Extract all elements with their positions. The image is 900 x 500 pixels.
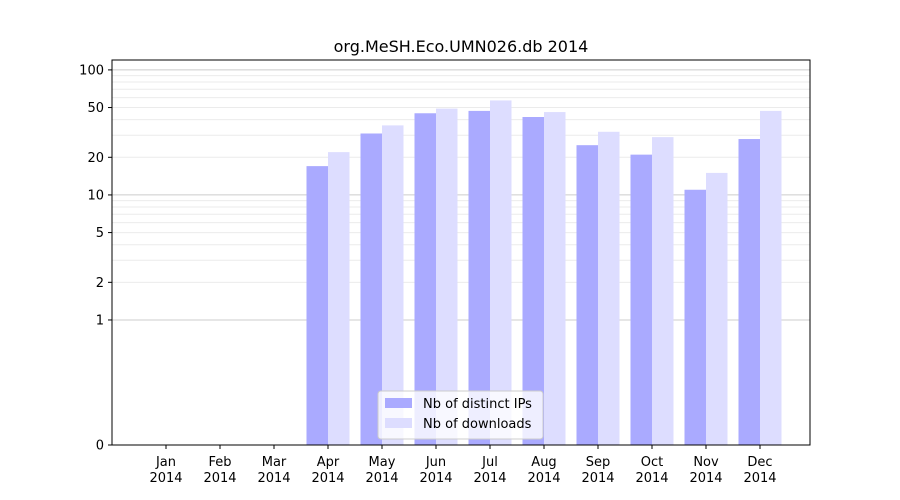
bar-distinct-ips xyxy=(684,189,706,445)
chart-title: org.MeSH.Eco.UMN026.db 2014 xyxy=(334,37,589,56)
x-tick-label-year: 2014 xyxy=(257,471,290,486)
legend-label: Nb of distinct IPs xyxy=(423,397,532,412)
x-tick-label-month: Jan xyxy=(155,455,176,470)
x-tick-label-month: Jun xyxy=(425,455,446,470)
bar-distinct-ips xyxy=(630,154,652,446)
x-tick-label-month: Mar xyxy=(262,455,287,470)
x-tick-label-year: 2014 xyxy=(689,471,722,486)
x-tick-label-month: Dec xyxy=(747,455,772,470)
bar-distinct-ips xyxy=(306,166,328,445)
x-tick-label-year: 2014 xyxy=(419,471,452,486)
x-tick-label-month: Aug xyxy=(531,455,556,470)
x-tick-label-month: May xyxy=(369,455,396,470)
x-tick-label-month: Nov xyxy=(693,455,719,470)
x-tick-label-year: 2014 xyxy=(527,471,560,486)
bars-layer xyxy=(306,100,782,446)
bar-distinct-ips xyxy=(468,110,490,445)
x-tick-label-year: 2014 xyxy=(311,471,344,486)
bar-distinct-ips xyxy=(360,133,382,445)
legend-swatch xyxy=(385,398,412,408)
bar-distinct-ips xyxy=(522,117,544,445)
x-tick-label-year: 2014 xyxy=(149,471,182,486)
x-tick-label-month: Jul xyxy=(481,455,498,470)
bar-distinct-ips xyxy=(576,145,598,445)
plot-frame xyxy=(111,59,811,446)
legend-swatch xyxy=(385,418,412,428)
bar-downloads xyxy=(436,108,458,445)
legend-box xyxy=(377,390,544,440)
x-tick-label-year: 2014 xyxy=(365,471,398,486)
legend: Nb of distinct IPs Nb of downloads xyxy=(377,390,544,440)
bar-distinct-ips xyxy=(738,139,760,445)
x-tick-label-month: Feb xyxy=(208,455,231,470)
bar-downloads xyxy=(652,137,674,445)
x-tick-label-year: 2014 xyxy=(203,471,236,486)
y-tick-label: 1 xyxy=(96,313,104,328)
bar-downloads xyxy=(382,125,404,445)
y-tick-label: 50 xyxy=(87,101,104,116)
bar-downloads xyxy=(598,131,620,445)
x-tick-label-year: 2014 xyxy=(635,471,668,486)
y-tick-label: 0 xyxy=(96,439,104,454)
x-tick-label-month: Apr xyxy=(317,455,340,470)
y-tick-label: 20 xyxy=(87,151,104,166)
x-tick-label-year: 2014 xyxy=(581,471,614,486)
y-tick-label: 10 xyxy=(87,188,104,203)
x-tick-label-month: Sep xyxy=(586,455,611,470)
x-tick-label-year: 2014 xyxy=(473,471,506,486)
bar-distinct-ips xyxy=(414,113,436,445)
x-tick-label-year: 2014 xyxy=(743,471,776,486)
bar-downloads xyxy=(328,152,350,445)
y-tick-label: 2 xyxy=(96,276,104,291)
bar-downloads xyxy=(760,110,782,445)
y-tick-label: 5 xyxy=(96,226,104,241)
bar-downloads xyxy=(706,172,728,445)
bar-downloads xyxy=(490,100,512,445)
axis-layer: 0125102050100Jan2014Feb2014Mar2014Apr201… xyxy=(79,63,776,486)
y-tick-label: 100 xyxy=(79,63,104,78)
legend-label: Nb of downloads xyxy=(423,417,532,432)
x-tick-label-month: Oct xyxy=(641,455,663,470)
bar-downloads xyxy=(544,112,566,445)
